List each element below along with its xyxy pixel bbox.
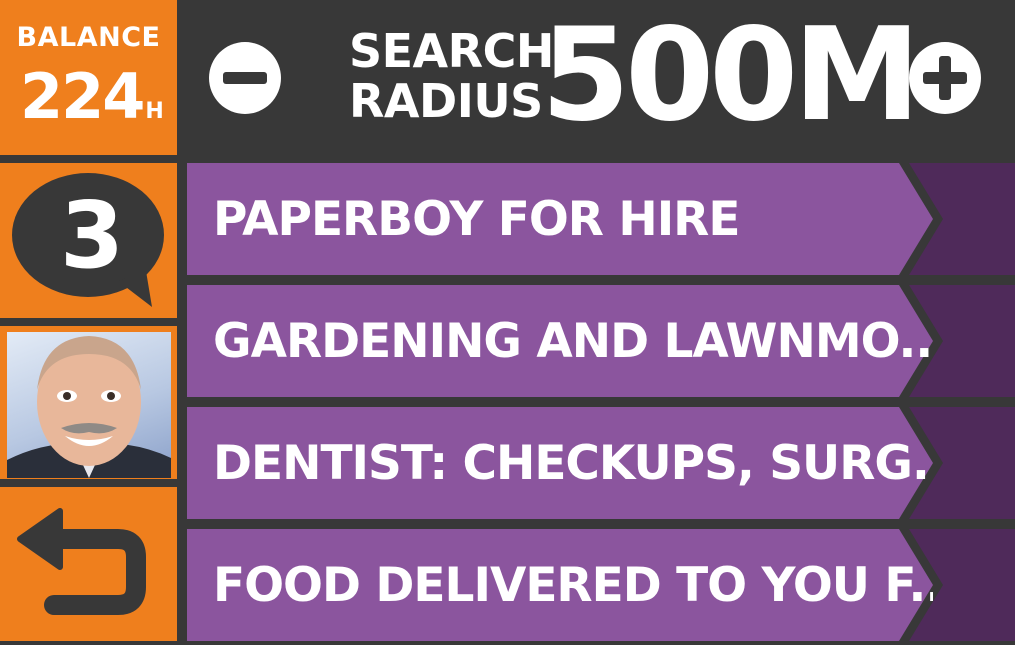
- plus-icon: [923, 56, 967, 100]
- list-item-background: [187, 407, 1015, 519]
- speech-bubble-icon: [12, 173, 164, 307]
- back-button[interactable]: [0, 487, 177, 641]
- back-arrow-icon: [17, 508, 146, 615]
- decrease-radius-button[interactable]: [209, 42, 281, 114]
- list-item[interactable]: DENTIST: CHECKUPS, SURG...: [187, 407, 1015, 519]
- balance-unit: H: [145, 99, 164, 124]
- search-radius-header: SEARCH RADIUS 500M: [179, 0, 1015, 155]
- search-radius-label: SEARCH RADIUS: [349, 26, 554, 126]
- list-item-title: FOOD DELIVERED TO YOU F...: [213, 557, 933, 613]
- balance-label: BALANCE: [16, 22, 161, 53]
- profile-button[interactable]: [0, 326, 177, 479]
- notifications-button[interactable]: 3: [0, 163, 177, 318]
- avatar: [7, 332, 171, 478]
- notification-count: 3: [59, 181, 124, 289]
- search-radius-value: 500M: [541, 1, 921, 150]
- balance-value: 224H: [20, 62, 164, 147]
- sidebar: BALANCE 224H 3: [0, 0, 179, 641]
- list-item[interactable]: PAPERBOY FOR HIRE: [187, 163, 1015, 275]
- balance-amount: 224: [20, 60, 145, 133]
- increase-radius-button[interactable]: [909, 42, 981, 114]
- balance-panel: BALANCE 224H: [0, 0, 177, 155]
- list-item-background: [187, 163, 1015, 275]
- list-item-background: [187, 529, 1015, 641]
- list-item-title: PAPERBOY FOR HIRE: [213, 191, 740, 247]
- list-item-title: DENTIST: CHECKUPS, SURG...: [213, 435, 933, 491]
- list-item-background: [187, 285, 1015, 397]
- list-item-title: GARDENING AND LAWNMO...: [213, 313, 933, 369]
- search-label-line1: SEARCH: [349, 24, 554, 78]
- minus-icon: [223, 72, 267, 84]
- search-label-line2: RADIUS: [349, 74, 543, 128]
- list-item[interactable]: FOOD DELIVERED TO YOU F...: [187, 529, 1015, 641]
- list-item[interactable]: GARDENING AND LAWNMO...: [187, 285, 1015, 397]
- avatar-portrait: [7, 336, 171, 478]
